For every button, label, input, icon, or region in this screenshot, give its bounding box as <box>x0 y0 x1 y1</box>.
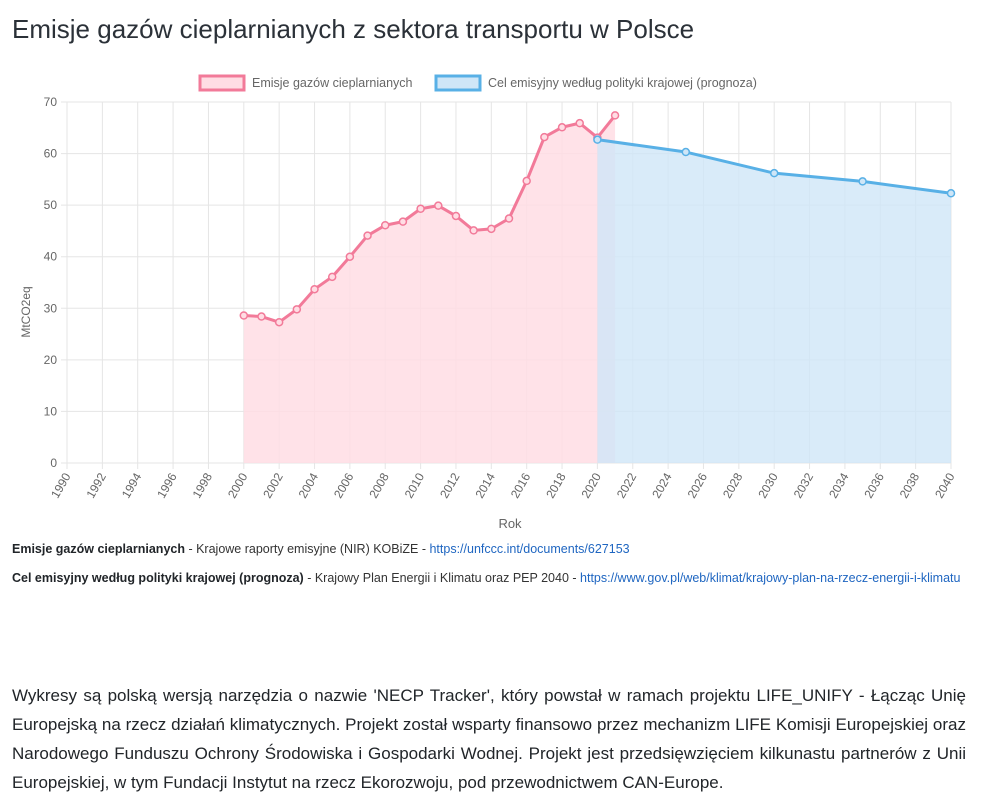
data-point-1 <box>257 312 266 321</box>
y-tick-label: 40 <box>44 250 58 264</box>
source-emissions: Emisje gazów cieplarnianych - Krajowe ra… <box>12 539 972 559</box>
x-tick-label: 2038 <box>897 470 923 500</box>
x-tick-label: 1996 <box>154 470 180 500</box>
x-tick-label: 2014 <box>472 470 498 500</box>
x-tick-label: 2006 <box>331 470 357 500</box>
data-point-1 <box>504 214 514 223</box>
x-tick-label: 2028 <box>720 470 746 500</box>
data-point-1 <box>274 317 284 327</box>
series-area-2 <box>597 139 951 463</box>
y-tick-label: 30 <box>44 301 58 315</box>
source-emissions-text: - Krajowe raporty emisyjne (NIR) KOBiZE … <box>184 542 430 556</box>
data-point-1 <box>469 226 478 235</box>
source-emissions-link[interactable]: https://unfccc.int/documents/627153 <box>429 542 630 556</box>
x-tick-label: 2012 <box>437 470 463 500</box>
x-tick-label: 2018 <box>543 470 569 500</box>
x-tick-label: 2034 <box>826 470 852 500</box>
legend-label-2: Cel emisyjny według polityki krajowej (p… <box>488 76 757 90</box>
emissions-chart: 1990 1992 1994 1996 1998 2000 2002 2004 2006 2008… <box>0 60 982 540</box>
source-target: Cel emisyjny według polityki krajowej (p… <box>12 568 968 588</box>
x-tick-label: 2010 <box>402 470 428 500</box>
x-tick-label: 2002 <box>260 470 286 500</box>
data-point-1 <box>363 231 372 240</box>
data-point-1 <box>345 252 355 261</box>
data-point-2 <box>858 177 867 186</box>
legend-swatch-1 <box>198 74 246 92</box>
y-tick-label: 0 <box>50 456 57 470</box>
x-tick-label: 1992 <box>83 470 109 500</box>
x-tick-label: 1990 <box>48 470 74 500</box>
source-target-name: Cel emisyjny według polityki krajowej (p… <box>12 571 304 585</box>
chart-svg: 1990 1992 1994 1996 1998 2000 2002 2004 2006 2008… <box>19 74 958 531</box>
source-emissions-name: Emisje gazów cieplarnianych <box>12 542 185 556</box>
data-point-2 <box>769 168 779 178</box>
data-point-1 <box>610 111 620 120</box>
x-axis-label: Rok <box>498 516 522 531</box>
y-axis-label: MtCO2eq <box>19 286 33 337</box>
x-tick-label: 2030 <box>755 470 781 500</box>
data-point-1 <box>416 204 425 214</box>
x-tick-label: 2036 <box>861 470 887 500</box>
data-point-1 <box>292 305 302 314</box>
data-point-1 <box>451 211 461 221</box>
data-point-1 <box>327 272 337 282</box>
y-tick-label: 50 <box>44 198 58 212</box>
y-tick-label: 20 <box>44 353 58 367</box>
data-point-1 <box>398 217 408 226</box>
data-point-1 <box>380 221 390 230</box>
data-point-1 <box>239 311 249 320</box>
x-tick-label: 2022 <box>614 470 640 500</box>
data-point-1 <box>487 224 496 234</box>
data-point-2 <box>946 189 956 198</box>
chart-legend: Emisje gazów cieplarnianych Cel emisyjny … <box>198 74 757 92</box>
data-point-2 <box>681 147 691 157</box>
legend-swatch-2 <box>434 74 482 92</box>
source-target-text: - Krajowy Plan Energii i Klimatu oraz PE… <box>303 571 581 585</box>
chart-areas <box>243 115 951 463</box>
data-point-1 <box>310 284 319 294</box>
series-line-1 <box>243 114 617 324</box>
y-tick-label: 10 <box>44 404 58 418</box>
series-area-1 <box>243 115 616 463</box>
x-axis-ticks: 1990 1992 1994 1996 1998 2000 2002 2004 2006 2008… <box>48 470 958 500</box>
x-tick-label: 2008 <box>366 470 392 500</box>
x-tick-label: 2016 <box>508 470 534 500</box>
y-tick-label: 70 <box>44 95 58 109</box>
x-tick-label: 2000 <box>225 470 251 500</box>
y-tick-label: 60 <box>44 147 58 161</box>
x-tick-label: 2024 <box>649 470 675 500</box>
x-tick-label: 2032 <box>791 470 817 500</box>
data-point-1 <box>575 118 584 128</box>
x-tick-label: 1994 <box>119 470 145 500</box>
data-point-1 <box>434 201 443 210</box>
legend-label-1: Emisje gazów cieplarnianych <box>252 76 413 90</box>
x-tick-label: 2040 <box>932 470 958 500</box>
data-point-1 <box>557 123 567 132</box>
x-tick-label: 2004 <box>296 470 322 500</box>
source-target-link[interactable]: https://www.gov.pl/web/klimat/krajowy-pl… <box>580 571 961 585</box>
page-title: Emisje gazów cieplarnianych z sektora tr… <box>12 14 695 44</box>
x-tick-label: 2020 <box>579 470 605 500</box>
chart-points <box>239 111 956 327</box>
data-point-2 <box>593 135 602 144</box>
x-tick-label: 1998 <box>190 470 216 500</box>
project-description: Wykresy są polską wersją narzędzia o naz… <box>12 686 966 792</box>
data-point-1 <box>522 176 531 186</box>
data-point-1 <box>540 132 549 142</box>
y-axis-ticks: 0 10 20 30 40 50 60 70 <box>44 95 58 470</box>
x-tick-label: 2026 <box>685 470 711 500</box>
